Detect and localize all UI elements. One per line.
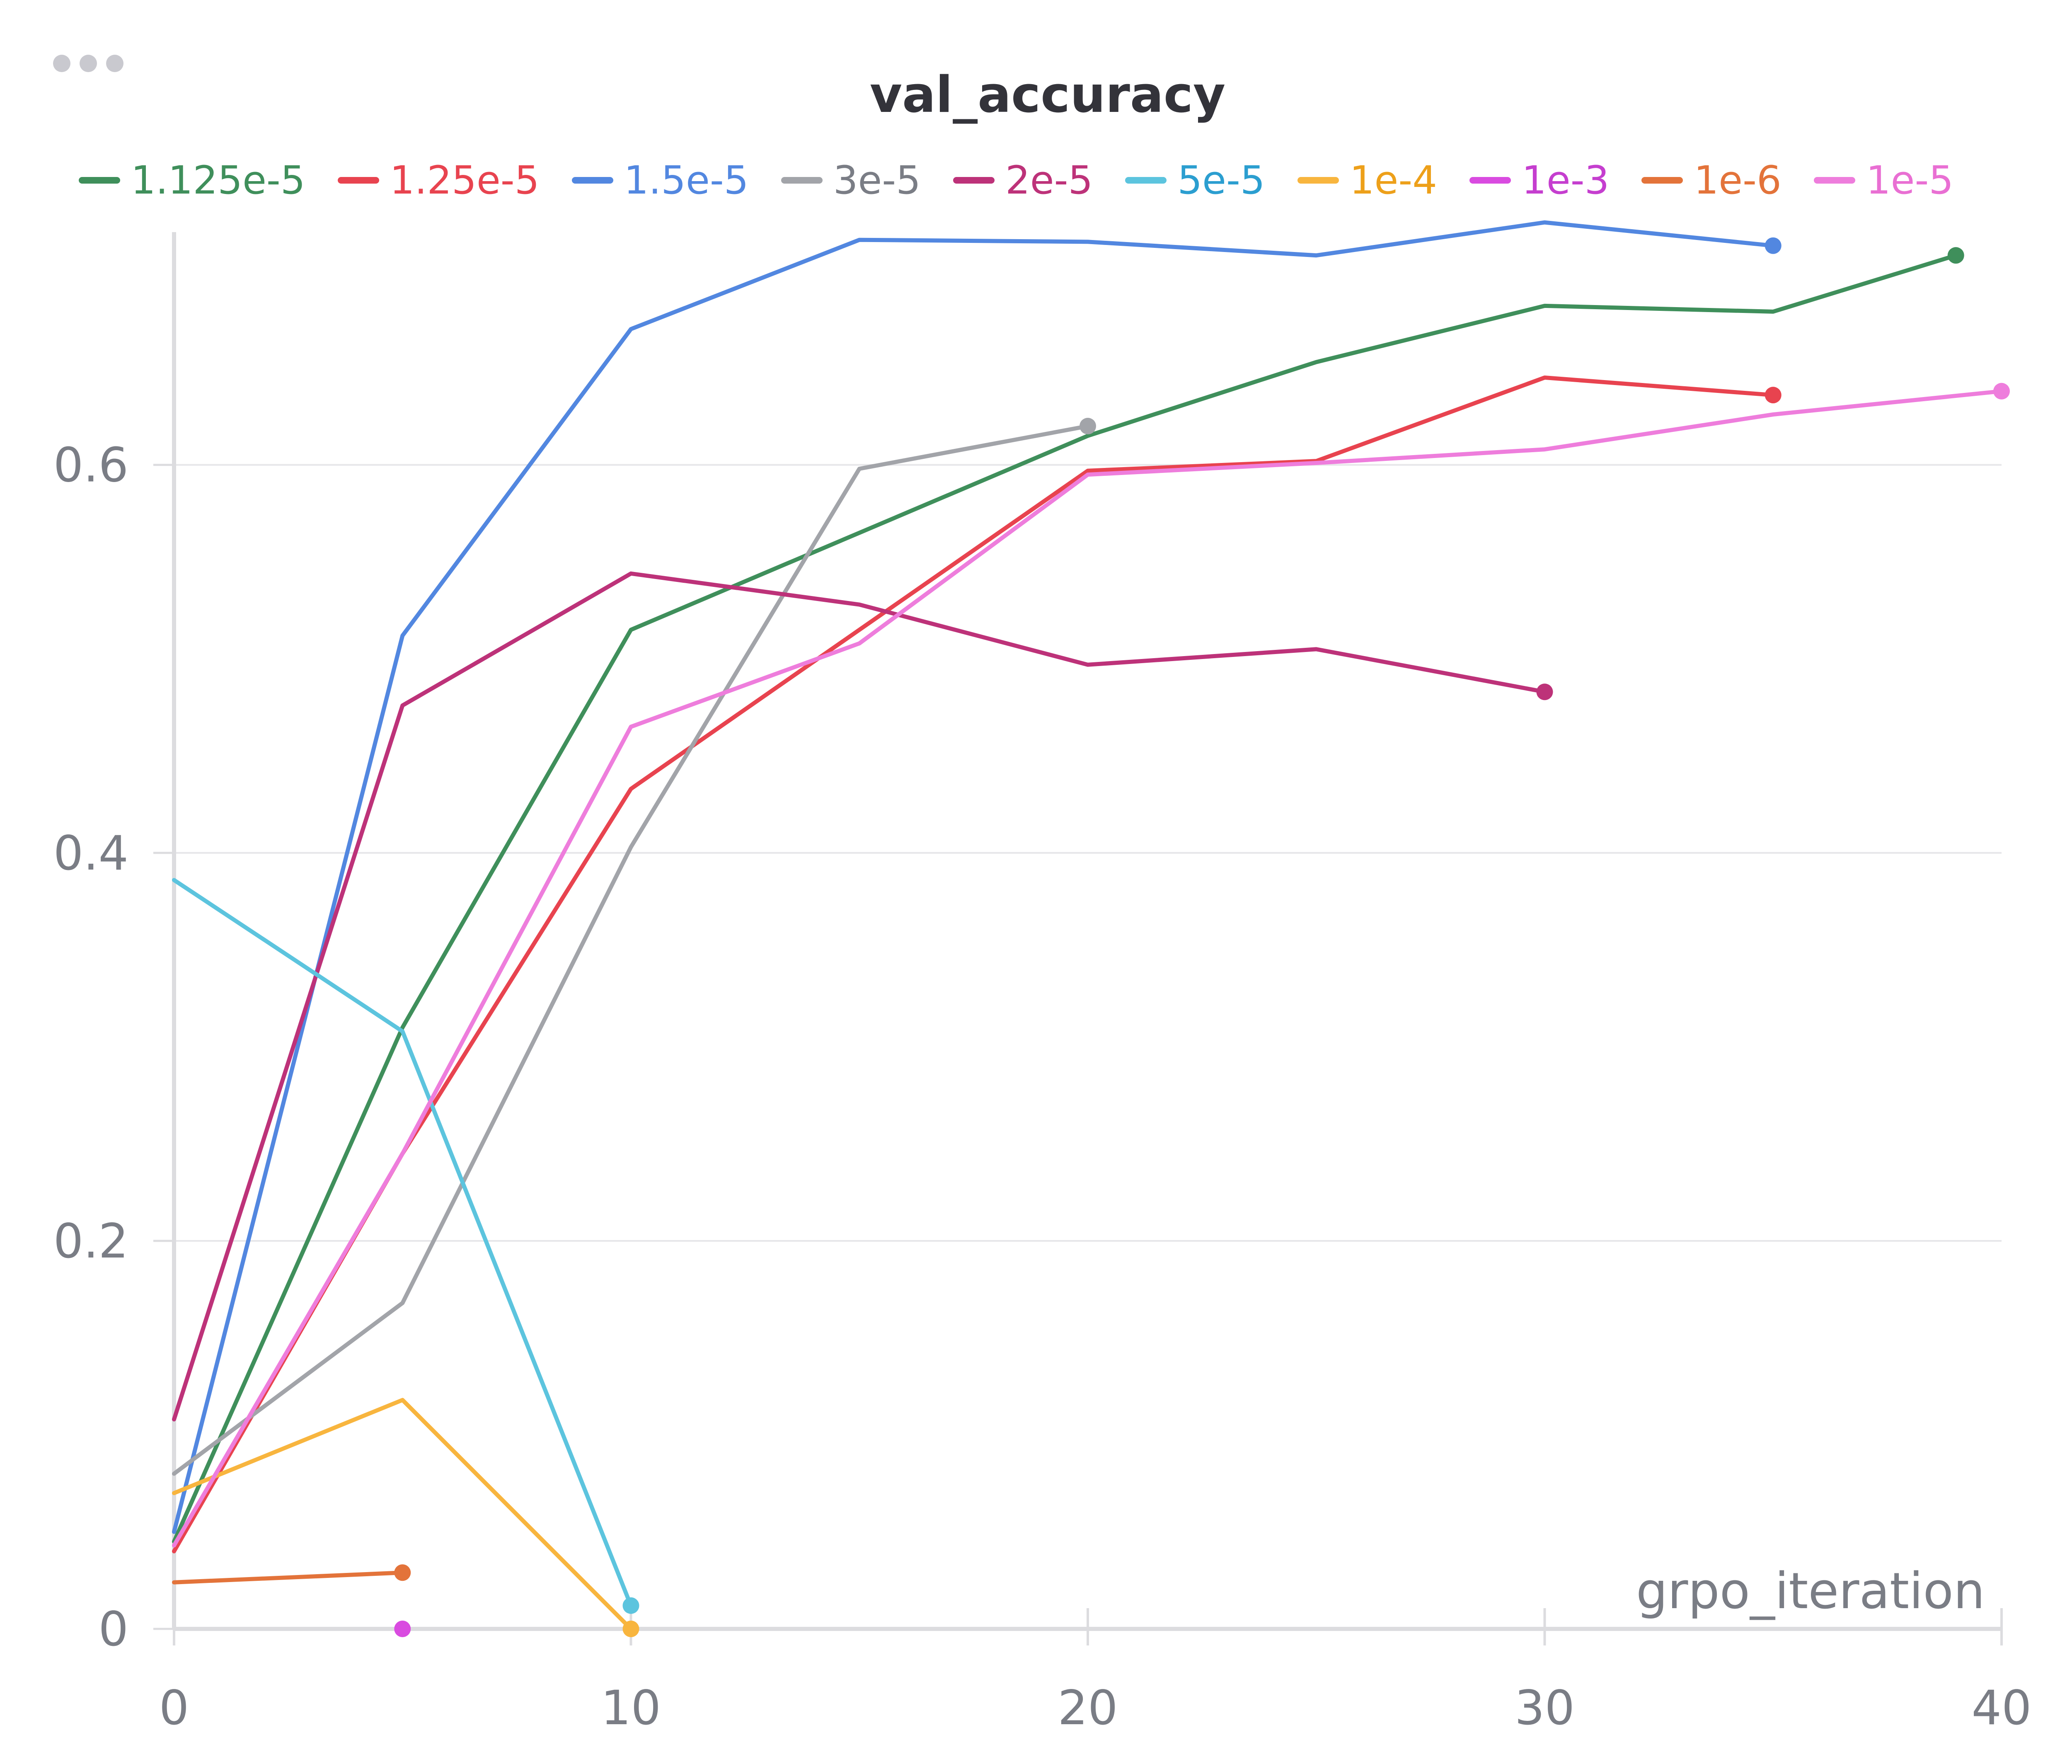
series-line-3e-5 — [172, 424, 1090, 1476]
menu-dot — [106, 55, 123, 72]
series-line-1e-6 — [172, 1570, 405, 1585]
legend-swatch — [1813, 177, 1855, 184]
legend-swatch — [79, 177, 120, 184]
legend-item-1.125e-5[interactable]: 1.125e-5 — [79, 158, 305, 203]
legend-item-1e-6[interactable]: 1e-6 — [1641, 158, 1782, 203]
legend-label: 1e-4 — [1349, 158, 1438, 203]
legend-swatch — [571, 177, 613, 184]
legend-item-1e-4[interactable]: 1e-4 — [1297, 158, 1437, 203]
series-line-1e-4 — [172, 1398, 633, 1631]
legend-label: 3e-5 — [833, 158, 921, 203]
series-line-1.125e-5 — [172, 253, 1958, 1544]
legend-item-1.5e-5[interactable]: 1.5e-5 — [571, 158, 749, 203]
legend-label: 2e-5 — [1005, 158, 1093, 203]
series-end-point-1e-4 — [622, 1621, 639, 1637]
legend-swatch — [1641, 177, 1683, 184]
legend: 1.125e-5 1.25e-5 1.5e-5 3e-5 2e-5 5e-5 1e-4 1e-… — [79, 151, 1953, 209]
series-end-point-3e-5 — [1080, 418, 1096, 435]
legend-swatch — [1469, 177, 1511, 184]
series-end-point-1e-6 — [394, 1564, 411, 1581]
legend-label: 1.5e-5 — [624, 158, 749, 203]
legend-swatch — [337, 177, 379, 184]
series-lines — [172, 220, 2004, 1631]
legend-item-1e-5[interactable]: 1e-5 — [1813, 158, 1954, 203]
legend-label: 1e-6 — [1694, 158, 1782, 203]
end-markers — [394, 237, 2010, 1637]
legend-label: 1.25e-5 — [390, 158, 540, 203]
x-tick-label: 20 — [1058, 1680, 1118, 1735]
x-axis-label: grpo_iteration — [1636, 1563, 1985, 1620]
series-end-point-1.25e-5 — [1765, 387, 1782, 404]
chart-title: val_accuracy — [869, 66, 1226, 124]
legend-label: 5e-5 — [1177, 158, 1265, 203]
legend-item-3e-5[interactable]: 3e-5 — [781, 158, 921, 203]
series-end-point-2e-5 — [1536, 683, 1553, 700]
tick-labels: 0 0.2 0.4 0.6 0 10 20 30 40 — [53, 438, 2032, 1735]
series-end-point-1e-3 — [394, 1621, 411, 1637]
legend-swatch — [1125, 177, 1167, 184]
series-line-2e-5 — [172, 571, 1547, 1422]
y-tick-label: 0.6 — [53, 438, 128, 493]
series-end-point-5e-5 — [622, 1597, 639, 1614]
legend-item-1e-3[interactable]: 1e-3 — [1469, 158, 1609, 203]
legend-swatch — [781, 177, 823, 184]
legend-item-5e-5[interactable]: 5e-5 — [1125, 158, 1265, 203]
y-tick-label: 0.2 — [53, 1214, 128, 1269]
menu-dot — [53, 55, 70, 72]
more-options-icon[interactable] — [53, 55, 123, 72]
gridlines — [174, 464, 2002, 1242]
series-line-1e-5 — [172, 389, 2004, 1548]
series-line-1.5e-5 — [172, 220, 1775, 1534]
axes — [153, 232, 2003, 1645]
series-line-5e-5 — [172, 878, 633, 1608]
legend-label: 1.125e-5 — [131, 158, 305, 203]
series-end-point-1e-5 — [1993, 383, 2010, 400]
series-end-point-1.5e-5 — [1765, 237, 1782, 254]
x-tick-label: 30 — [1515, 1680, 1575, 1735]
legend-item-1.25e-5[interactable]: 1.25e-5 — [337, 158, 540, 203]
legend-item-2e-5[interactable]: 2e-5 — [953, 158, 1093, 203]
legend-swatch — [953, 177, 995, 184]
y-tick-label: 0 — [98, 1602, 128, 1657]
series-end-point-1.125e-5 — [1947, 247, 1964, 264]
legend-swatch — [1297, 177, 1339, 184]
legend-label: 1e-5 — [1866, 158, 1954, 203]
x-tick-label: 10 — [601, 1680, 661, 1735]
menu-dot — [80, 55, 97, 72]
x-tick-label: 0 — [159, 1680, 189, 1735]
legend-label: 1e-3 — [1522, 158, 1610, 203]
series-line-1.25e-5 — [172, 376, 1775, 1553]
x-tick-label: 40 — [1971, 1680, 2031, 1735]
y-tick-label: 0.4 — [53, 826, 128, 881]
